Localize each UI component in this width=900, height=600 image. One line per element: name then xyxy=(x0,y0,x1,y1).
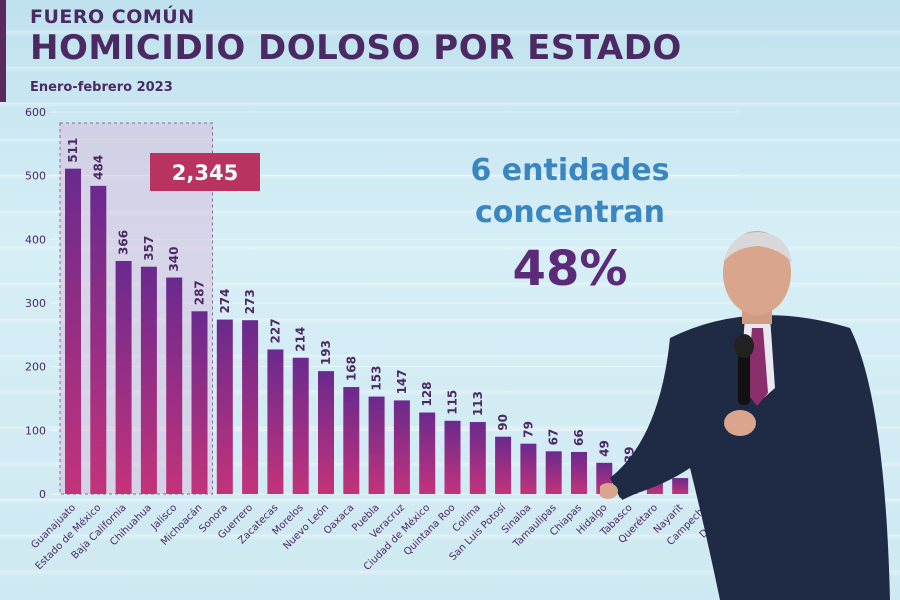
presenter-suit xyxy=(610,315,890,600)
presenter-hand-mic xyxy=(724,410,756,436)
bar xyxy=(520,443,537,494)
chart-kicker: FUERO COMÚN xyxy=(30,6,195,28)
highlight-total-label: 2,345 xyxy=(172,161,238,185)
bar xyxy=(115,260,132,494)
y-tick-label: 100 xyxy=(25,424,46,437)
data-label: 511 xyxy=(66,138,80,163)
bar xyxy=(140,266,157,494)
data-label: 340 xyxy=(167,246,181,271)
bar xyxy=(368,396,385,494)
data-label: 49 xyxy=(597,440,611,457)
data-label: 115 xyxy=(446,390,460,415)
data-label: 147 xyxy=(395,369,409,394)
bar xyxy=(343,387,360,494)
data-label: 214 xyxy=(294,327,308,352)
data-label: 357 xyxy=(142,236,156,261)
y-tick-label: 500 xyxy=(25,170,46,183)
bar xyxy=(318,371,334,494)
bar xyxy=(444,420,461,494)
bar xyxy=(571,451,587,494)
callout-percent: 48% xyxy=(512,241,628,297)
bar xyxy=(469,422,486,494)
bar xyxy=(393,400,410,494)
data-label: 66 xyxy=(572,429,586,446)
data-label: 274 xyxy=(218,288,232,313)
data-label: 193 xyxy=(319,340,333,365)
data-label: 366 xyxy=(117,230,131,255)
data-label: 287 xyxy=(193,280,207,305)
data-label: 484 xyxy=(91,155,105,180)
y-tick-label: 200 xyxy=(25,361,46,374)
data-label: 273 xyxy=(243,289,257,314)
y-tick-label: 600 xyxy=(25,106,46,119)
bar xyxy=(419,412,436,494)
data-label: 168 xyxy=(344,356,358,381)
microphone-icon xyxy=(738,343,750,405)
data-label: 79 xyxy=(521,421,535,438)
callout-line-2: concentran xyxy=(475,195,665,230)
presenter-hair xyxy=(723,232,792,263)
presenter-hand xyxy=(600,483,618,499)
presenter-arm xyxy=(615,428,710,500)
bar xyxy=(292,357,309,494)
data-label: 227 xyxy=(268,318,282,343)
chart-title: HOMICIDIO DOLOSO POR ESTADO xyxy=(30,28,682,68)
bar xyxy=(495,436,512,494)
data-label: 128 xyxy=(420,381,434,406)
bar xyxy=(216,319,233,494)
callout-line-1: 6 entidades xyxy=(470,153,670,188)
bar xyxy=(90,185,107,494)
highlight-total-box xyxy=(150,153,260,191)
bar xyxy=(267,349,284,494)
bar xyxy=(65,168,81,494)
data-label: 67 xyxy=(547,429,561,446)
data-label: 113 xyxy=(471,391,485,416)
data-label: 153 xyxy=(370,366,384,391)
chart-period: Enero-febrero 2023 xyxy=(30,80,173,95)
bar xyxy=(191,311,208,494)
y-tick-label: 0 xyxy=(39,488,46,501)
y-tick-label: 300 xyxy=(25,297,46,310)
presenter-figure xyxy=(600,231,890,600)
y-tick-label: 400 xyxy=(25,233,46,246)
presenter-head xyxy=(723,231,791,315)
callout: 6 entidades concentran 48% xyxy=(455,150,685,298)
data-label: 90 xyxy=(496,414,510,431)
bar xyxy=(672,478,689,494)
bar xyxy=(545,451,562,494)
title-accent-bar xyxy=(0,0,6,102)
bar xyxy=(242,320,259,494)
bar xyxy=(166,277,183,494)
